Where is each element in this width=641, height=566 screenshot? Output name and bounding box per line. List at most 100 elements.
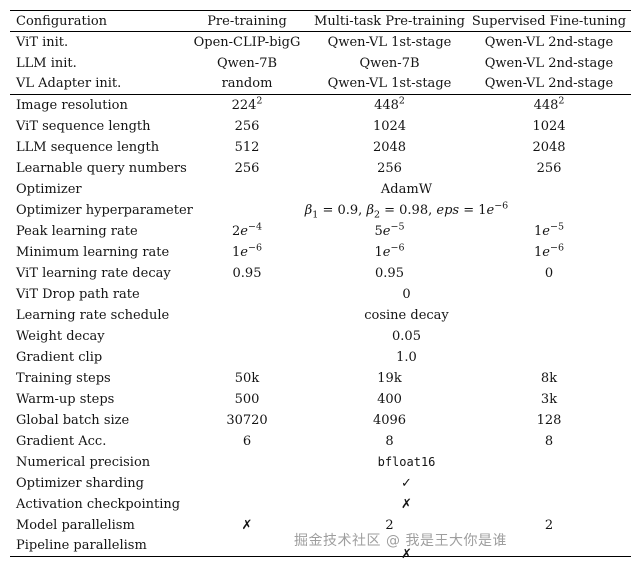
row-value: Qwen-7B	[312, 53, 467, 74]
row-label: Minimum learning rate	[10, 242, 182, 263]
cell-text: Image resolution	[16, 97, 128, 113]
row-label: Weight decay	[10, 326, 182, 347]
row-value: 1024	[467, 116, 631, 137]
header-row: Configuration Pre-training Multi-task Pre-…	[10, 11, 631, 32]
row-value: 400	[312, 389, 467, 410]
cell-text: 0.95	[375, 265, 404, 281]
table-row: Optimizer sharding ✓	[10, 473, 631, 494]
table-row: Activation checkpointing ✗	[10, 494, 631, 515]
cell-text: 256	[377, 160, 402, 176]
row-label: Gradient Acc.	[10, 431, 182, 452]
cell-text: Qwen-VL 2nd-stage	[484, 34, 614, 50]
cell-text: 256	[536, 160, 562, 176]
row-value: Open-CLIP-bigG	[182, 32, 312, 53]
row-value-span: cosine decay	[182, 305, 631, 326]
row-label: Optimizer sharding	[10, 473, 182, 494]
cell-text: Qwen-VL 2nd-stage	[484, 55, 614, 71]
row-value: Qwen-VL 2nd-stage	[467, 74, 631, 95]
row-label: Image resolution	[10, 95, 182, 116]
cell-text: Learning rate schedule	[16, 307, 170, 323]
row-label: Gradient clip	[10, 347, 182, 368]
cell-text: ✗	[241, 517, 253, 533]
cell-text: −6	[247, 242, 262, 254]
row-value: 0	[467, 263, 631, 284]
table-row: Image resolution 2242 4482 4482	[10, 95, 631, 116]
table-row: Numerical precision bfloat16	[10, 452, 631, 473]
row-value: 2242	[182, 95, 312, 116]
cell-text: ✗	[401, 547, 412, 563]
row-value: 1e−6	[467, 242, 631, 263]
cell-text: 0	[402, 286, 411, 302]
cell-text: Activation checkpointing	[16, 496, 181, 512]
row-value: 256	[182, 116, 312, 137]
row-value: 2e−4	[182, 221, 312, 242]
span-value: 0.05	[392, 329, 421, 344]
cell-text: 2	[256, 95, 263, 107]
cell-text: −4	[247, 221, 262, 233]
cell-text: LLM init.	[16, 55, 77, 71]
cell-text: 2	[373, 209, 380, 221]
row-value: 0.95	[182, 263, 312, 284]
row-value: 2048	[467, 137, 631, 158]
row-value-span: bfloat16	[182, 452, 631, 473]
cell-text: 128	[536, 412, 562, 428]
table-row: ViT Drop path rate 0	[10, 284, 631, 305]
row-value-span: ✗	[182, 494, 631, 515]
cell-text: 2	[232, 223, 241, 239]
cell-text: 0.95	[232, 265, 262, 281]
cell-text: 30720	[226, 412, 268, 428]
table-row: Learnable query numbers 256 256 256	[10, 158, 631, 179]
cell-text: ViT sequence length	[16, 118, 151, 134]
cell-text: 400	[377, 391, 402, 407]
cell-text: ViT init.	[16, 34, 69, 50]
row-value: 256	[182, 158, 312, 179]
row-label: Model parallelism	[10, 515, 182, 536]
row-value: ✗	[182, 515, 312, 536]
row-value: Qwen-VL 2nd-stage	[467, 32, 631, 53]
cell-text: −6	[390, 242, 405, 254]
cell-text: ViT Drop path rate	[16, 286, 140, 302]
cell-text: 19k	[377, 370, 402, 386]
cell-text: 256	[234, 118, 260, 134]
row-value: 4096	[312, 410, 467, 431]
cell-text: Qwen-VL 1st-stage	[327, 76, 452, 92]
cell-text: −6	[549, 242, 564, 254]
cell-text: Minimum learning rate	[16, 244, 170, 260]
cell-text: = 0.98,	[380, 202, 437, 218]
cell-text: ✗	[401, 496, 412, 512]
row-value: 30720	[182, 410, 312, 431]
table-row: Model parallelism ✗ 2 2	[10, 515, 631, 536]
cell-text: Qwen-7B	[216, 55, 278, 71]
row-value: 8	[467, 431, 631, 452]
cell-text: 1	[534, 244, 543, 260]
cell-text: ✓	[401, 475, 412, 491]
span-value: 1.0	[396, 350, 417, 365]
row-label: Global batch size	[10, 410, 182, 431]
row-value: 8k	[467, 368, 631, 389]
cell-text: VL Adapter init.	[16, 76, 122, 92]
cell-text: Peak learning rate	[16, 223, 138, 239]
cell-text: Gradient clip	[16, 349, 103, 365]
cell-text: 2	[398, 95, 405, 107]
row-label: ViT sequence length	[10, 116, 182, 137]
cell-text: Qwen-VL 2nd-stage	[484, 76, 614, 92]
row-value: 6	[182, 431, 312, 452]
row-label: Activation checkpointing	[10, 494, 182, 515]
row-label: ViT learning rate decay	[10, 263, 182, 284]
row-label: LLM sequence length	[10, 137, 182, 158]
cell-text: = 1	[459, 202, 487, 218]
cell-text: 448	[374, 97, 399, 113]
row-label: Learnable query numbers	[10, 158, 187, 179]
cell-text: 5	[374, 223, 383, 239]
cell-text: −5	[390, 221, 405, 233]
table-row: Learning rate schedule cosine decay	[10, 305, 631, 326]
row-value: 1e−6	[312, 242, 467, 263]
cell-text: LLM sequence length	[16, 139, 160, 155]
cell-text: 224	[231, 97, 257, 113]
cell-text: Weight decay	[16, 328, 105, 344]
cell-text: −6	[494, 200, 509, 212]
column-header: Multi-task Pre-training	[314, 13, 465, 29]
column-header: Pre-training	[207, 13, 287, 29]
cell-text: Open-CLIP-bigG	[193, 34, 301, 50]
